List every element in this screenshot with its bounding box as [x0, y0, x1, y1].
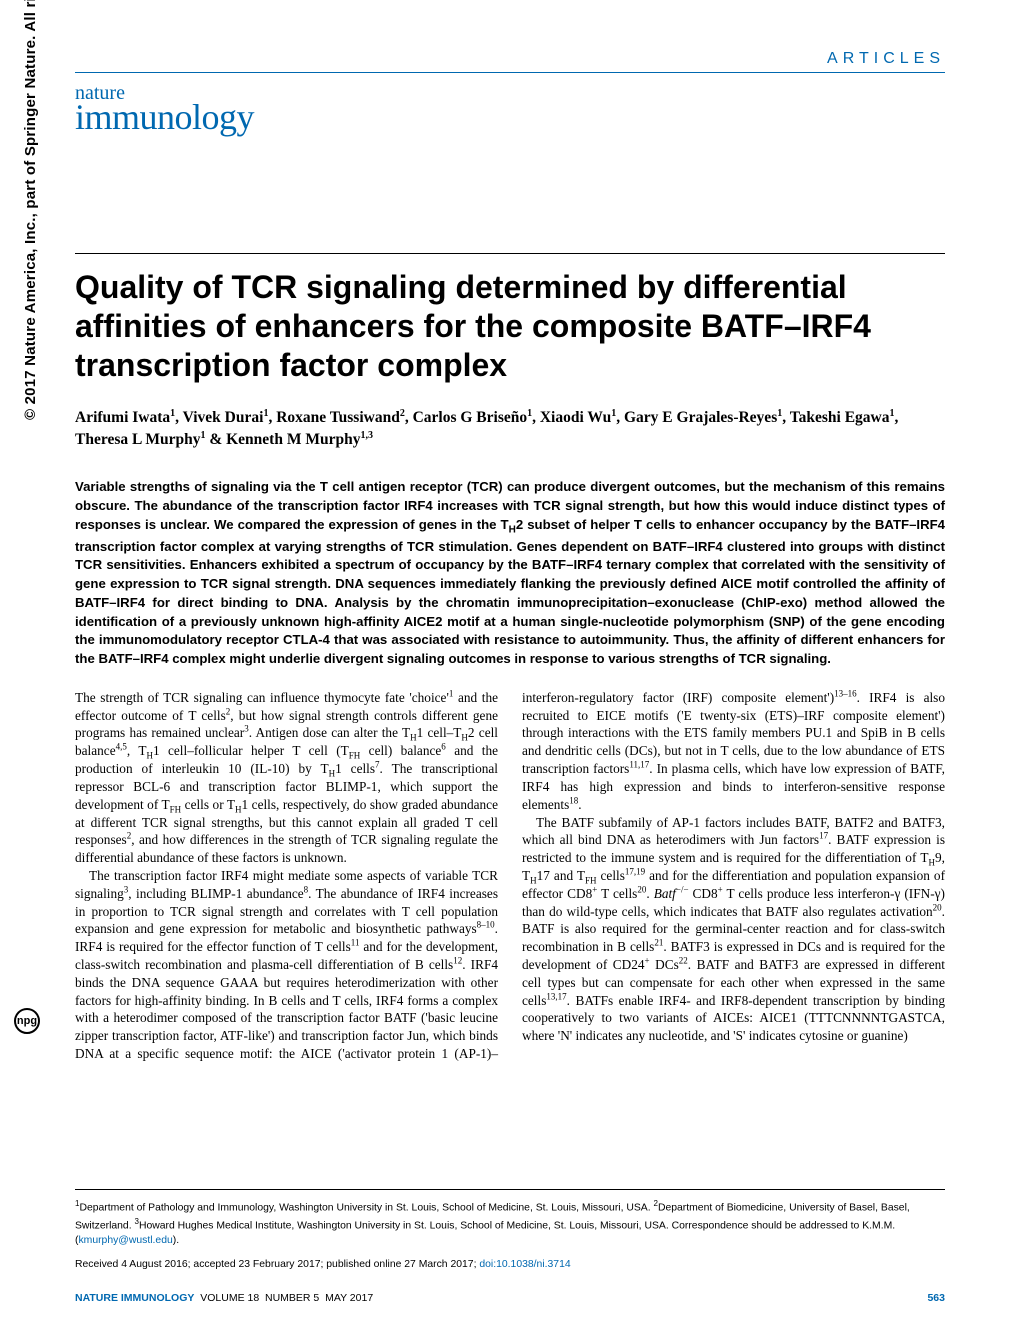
section-label: ARTICLES	[75, 50, 945, 68]
journal-logo: nature immunology	[75, 85, 945, 133]
body-para-1: The strength of TCR signaling can influe…	[75, 689, 498, 867]
header-rule	[75, 72, 945, 73]
journal-logo-line2: immunology	[75, 102, 945, 133]
footer-rule	[75, 1189, 945, 1190]
running-footer: NATURE IMMUNOLOGY VOLUME 18 NUMBER 5 MAY…	[75, 1292, 945, 1304]
author-list: Arifumi Iwata1, Vivek Durai1, Roxane Tus…	[75, 407, 945, 451]
page-number: 563	[927, 1292, 945, 1304]
body-para-3: The BATF subfamily of AP-1 factors inclu…	[522, 814, 945, 1046]
abstract: Variable strengths of signaling via the …	[75, 478, 945, 668]
running-footer-left: NATURE IMMUNOLOGY VOLUME 18 NUMBER 5 MAY…	[75, 1292, 373, 1304]
affiliations: 1Department of Pathology and Immunology,…	[75, 1198, 945, 1249]
page-container: ARTICLES nature immunology Quality of TC…	[0, 0, 1020, 1344]
received-line: Received 4 August 2016; accepted 23 Febr…	[75, 1259, 945, 1270]
footer-block: 1Department of Pathology and Immunology,…	[75, 1189, 945, 1304]
title-rule	[75, 253, 945, 254]
article-title: Quality of TCR signaling determined by d…	[75, 268, 945, 385]
body-text: The strength of TCR signaling can influe…	[75, 689, 945, 1063]
